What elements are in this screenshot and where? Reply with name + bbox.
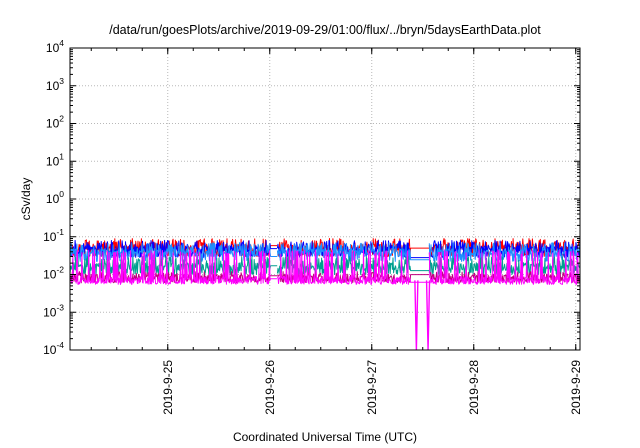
y-axis-label: cSv/day bbox=[19, 178, 33, 221]
series-line-6 bbox=[69, 249, 581, 285]
y-tick-label: 102 bbox=[46, 114, 64, 131]
y-tick-label: 104 bbox=[46, 38, 64, 55]
x-tick-label: 2019-9-27 bbox=[365, 360, 379, 415]
chart-title: /data/run/goesPlots/archive/2019-09-29/0… bbox=[109, 23, 541, 37]
x-tick-label: 2019-9-29 bbox=[569, 360, 583, 415]
x-tick-labels: 2019-9-25 2019-9-26 2019-9-27 2019-9-28 2019… bbox=[161, 360, 583, 415]
y-tick-label: 103 bbox=[46, 76, 64, 93]
y-tick-label: 101 bbox=[46, 151, 64, 168]
grid-lines bbox=[70, 48, 580, 350]
x-tick-label: 2019-9-25 bbox=[161, 360, 175, 415]
y-tick-label: 10-3 bbox=[43, 302, 64, 319]
x-axis-label: Coordinated Universal Time (UTC) bbox=[233, 430, 417, 444]
series-layer bbox=[69, 238, 581, 351]
axis-ticks bbox=[70, 47, 580, 351]
y-tick-label: 10-2 bbox=[43, 265, 64, 282]
y-tick-labels: 10-4 10-3 10-2 10-1 100 101 102 103 104 bbox=[43, 38, 64, 357]
y-tick-label: 10-1 bbox=[43, 227, 64, 244]
x-tick-label: 2019-9-26 bbox=[263, 360, 277, 415]
deep-dip bbox=[414, 280, 419, 351]
deep-dip bbox=[425, 280, 431, 351]
y-tick-label: 10-4 bbox=[43, 340, 64, 357]
x-tick-label: 2019-9-28 bbox=[467, 360, 481, 415]
y-tick-label: 100 bbox=[46, 189, 64, 206]
